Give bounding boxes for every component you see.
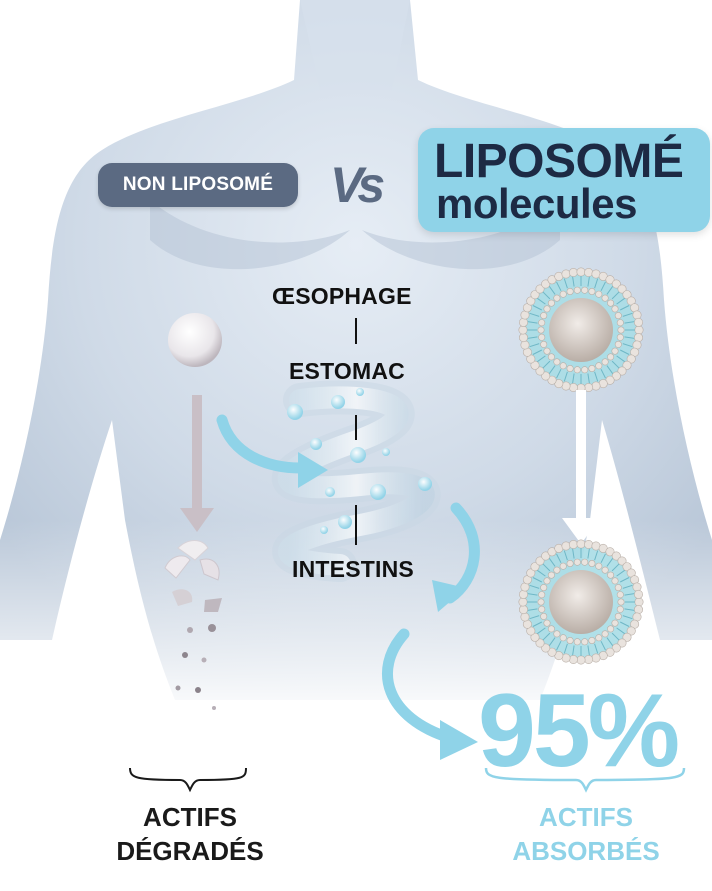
right-result-line2: ABSORBÉS xyxy=(512,836,660,866)
left-result: ACTIFS DÉGRADÉS xyxy=(95,800,285,868)
brand-subtitle: molecules xyxy=(436,180,637,227)
digestive-spiral-icon xyxy=(271,380,441,582)
brace-left xyxy=(129,767,247,793)
right-result-line1: ACTIFS xyxy=(539,802,633,832)
left-result-line1: ACTIFS xyxy=(143,802,237,832)
down-arrow-white xyxy=(562,390,600,544)
liposome-icon-bottom xyxy=(518,539,644,665)
brace-right xyxy=(484,767,686,793)
versus-label: Vs xyxy=(330,157,385,213)
non-liposome-badge: NON LIPOSOMÉ xyxy=(98,163,298,207)
capsule-icon xyxy=(168,313,222,367)
organ-esophagus-label: ŒSOPHAGE xyxy=(272,283,412,309)
degraded-fragments-icon xyxy=(164,540,222,710)
non-liposome-label: NON LIPOSOMÉ xyxy=(122,174,274,195)
organ-intestines-label: INTESTINS xyxy=(292,556,414,582)
absorption-percent: 95% xyxy=(478,673,680,789)
organ-stomach-label: ESTOMAC xyxy=(289,358,405,384)
flow-arrows xyxy=(216,414,480,760)
down-arrow-grey xyxy=(180,395,214,532)
liposome-icon-top xyxy=(518,267,644,393)
left-result-line2: DÉGRADÉS xyxy=(116,836,264,866)
brand-box xyxy=(418,128,710,232)
right-result: ACTIFS ABSORBÉS xyxy=(488,800,684,868)
brand-title: LIPOSOMÉ xyxy=(434,135,684,188)
